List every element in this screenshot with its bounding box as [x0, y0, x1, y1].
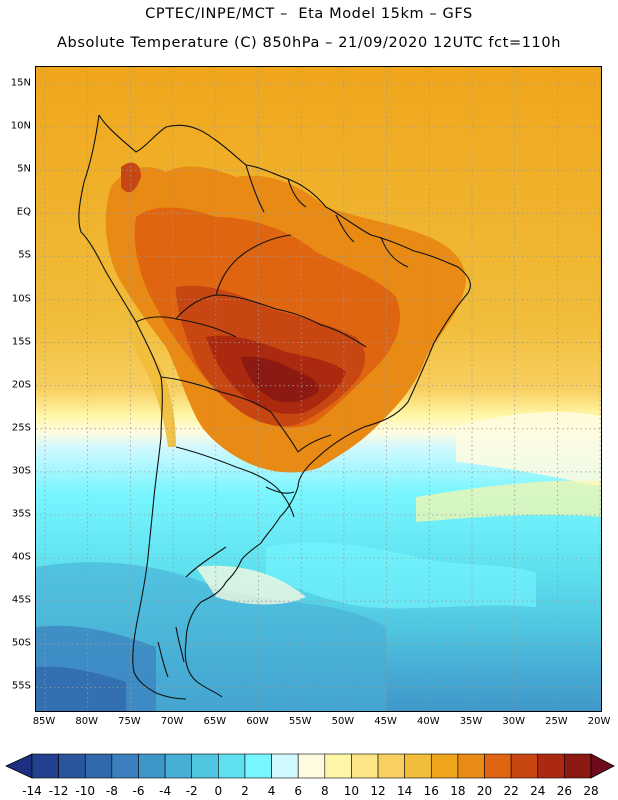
colorbar-swatch	[58, 753, 86, 779]
colorbar-tick-label: 22	[503, 784, 519, 798]
colorbar-swatch	[84, 753, 113, 779]
colorbar-tick-label: 18	[450, 784, 466, 798]
longitude-label: 20W	[587, 716, 611, 727]
colorbar-swatch	[351, 753, 379, 779]
colorbar-swatch	[510, 753, 539, 779]
colorbar-tick-label: -2	[185, 784, 198, 798]
colorbar-tick-label: 26	[556, 784, 573, 798]
colorbar-tick-label: -12	[48, 784, 69, 798]
colorbar-swatch	[297, 753, 326, 779]
colorbar-tick-label: -4	[159, 784, 172, 798]
latitude-label: EQ	[16, 206, 31, 218]
colorbar-tick-label: 8	[320, 784, 329, 798]
colorbar-tick-label: -14	[22, 784, 42, 798]
latitude-label: 5N	[17, 163, 31, 175]
latitude-label: 10N	[10, 120, 31, 132]
latitude-label: 5S	[18, 249, 31, 261]
map-gridlines	[36, 67, 601, 711]
latitude-label: 40S	[11, 551, 31, 563]
colorbar-tick-label: 28	[583, 784, 599, 798]
colorbar-swatch	[138, 753, 166, 779]
longitude-label: 35W	[459, 716, 483, 727]
longitude-label: 45W	[374, 716, 397, 727]
latitude-label: 55S	[11, 680, 31, 692]
latitude-label: 15N	[10, 77, 31, 89]
colorbar-swatch	[324, 753, 352, 779]
colorbar-swatch	[244, 753, 272, 779]
longitude-label: 25W	[545, 716, 568, 727]
colorbar-swatch	[564, 753, 592, 779]
colorbar-swatch	[430, 753, 459, 779]
latitude-label: 15S	[11, 336, 31, 348]
latitude-label: 35S	[11, 508, 31, 520]
colorbar-tick-label: 6	[294, 784, 303, 798]
colorbar-tick-label: -10	[75, 784, 96, 798]
colorbar	[5, 753, 615, 779]
latitude-label: 10S	[11, 293, 31, 304]
latitude-label: 20S	[11, 379, 31, 391]
colorbar-tick-label: 14	[397, 784, 413, 798]
colorbar-swatch	[484, 753, 512, 779]
longitude-label: 55W	[288, 716, 312, 727]
coastline	[78, 114, 471, 700]
map-title-line1: CPTEC/INPE/MCT – Eta Model 15km – GFS	[145, 6, 473, 22]
colorbar-swatch	[191, 753, 219, 779]
colorbar-swatch	[537, 753, 565, 779]
latitude-label: 25S	[11, 422, 31, 434]
latitude-label: 50S	[11, 637, 31, 649]
colorbar-tick-label: 16	[423, 784, 439, 798]
latitude-label: 45S	[11, 594, 31, 606]
latitude-label: 30S	[11, 465, 31, 477]
colorbar-tick-label: 10	[343, 784, 360, 798]
longitude-label: 75W	[118, 716, 141, 727]
colorbar-tick-label: 2	[241, 784, 249, 798]
colorbar-tick-label: 4	[267, 784, 276, 798]
longitude-label: 60W	[246, 716, 269, 727]
colorbar-tick-label: 20	[476, 784, 493, 798]
longitude-label: 70W	[160, 716, 184, 727]
longitude-label: 80W	[75, 716, 98, 727]
colorbar-tick-label: -6	[132, 784, 145, 798]
colorbar-swatch	[164, 753, 193, 779]
colorbar-swatch	[271, 753, 299, 779]
colorbar-swatch	[404, 753, 432, 779]
longitude-label: 65W	[203, 716, 227, 727]
colorbar-swatch	[218, 753, 246, 779]
colorbar-high-extend	[590, 753, 615, 779]
colorbar-tick-label: 24	[530, 784, 546, 798]
temperature-map	[35, 66, 602, 712]
colorbar-low-extend	[5, 753, 33, 779]
longitude-label: 85W	[32, 716, 56, 727]
colorbar-swatch	[457, 753, 485, 779]
colorbar-tick-label: 0	[214, 784, 223, 798]
colorbar-swatch	[377, 753, 405, 779]
colorbar-tick-label: 12	[370, 784, 386, 798]
longitude-label: 30W	[502, 716, 525, 727]
colorbar-tick-label: -8	[105, 784, 118, 798]
map-title-line2: Absolute Temperature (C) 850hPa – 21/09/…	[57, 35, 561, 51]
longitude-label: 40W	[416, 716, 440, 727]
temperature-field	[36, 67, 601, 711]
colorbar-swatch	[31, 753, 59, 779]
colorbar-swatch	[111, 753, 139, 779]
longitude-label: 50W	[331, 716, 355, 727]
